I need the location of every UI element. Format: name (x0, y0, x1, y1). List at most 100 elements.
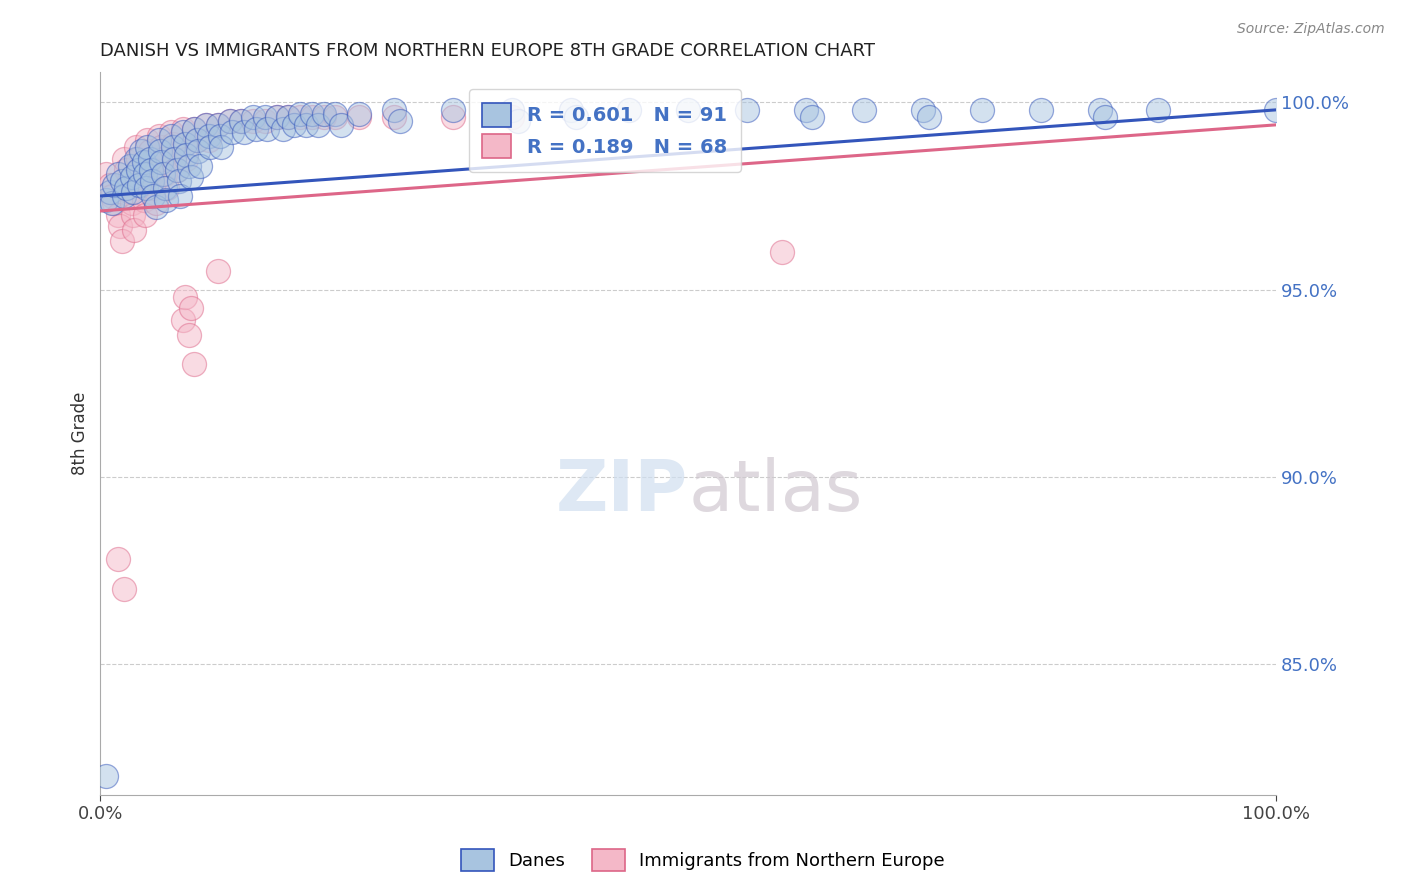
Point (96, 167, 118, 181)
Point (1029, 103, 1052, 117)
Point (141, 174, 163, 188)
Point (169, 189, 191, 203)
Point (187, 144, 209, 158)
Legend: R = 0.601   N = 91, R = 0.189   N = 68: R = 0.601 N = 91, R = 0.189 N = 68 (468, 89, 741, 172)
Point (382, 111, 405, 125)
Point (135, 181, 157, 195)
Point (118, 186, 141, 200)
Point (195, 118, 218, 132)
Point (853, 103, 876, 117)
Point (970, 103, 993, 117)
Point (98, 178, 121, 192)
Point (107, 208, 129, 222)
Point (177, 159, 200, 173)
Point (124, 222, 146, 236)
Point (153, 167, 176, 181)
Point (163, 152, 186, 166)
Point (770, 245, 793, 260)
Point (209, 129, 232, 144)
Point (218, 114, 240, 128)
Point (912, 103, 935, 117)
Point (290, 111, 312, 125)
Point (735, 103, 758, 117)
Point (256, 121, 278, 136)
Legend: Danes, Immigrants from Northern Europe: Danes, Immigrants from Northern Europe (454, 842, 952, 879)
Point (800, 111, 823, 125)
Point (347, 111, 370, 125)
Point (107, 552, 129, 566)
Point (131, 178, 153, 192)
Point (101, 189, 124, 203)
Point (112, 152, 135, 166)
Point (156, 181, 179, 195)
Point (112, 189, 135, 203)
Point (110, 174, 132, 188)
Point (96, 193, 118, 207)
Point (103, 178, 125, 192)
Point (145, 200, 167, 214)
Point (127, 162, 149, 177)
Point (1147, 103, 1170, 117)
Point (160, 129, 183, 144)
Point (180, 170, 202, 185)
Point (160, 125, 183, 139)
Point (177, 327, 200, 342)
Point (172, 121, 194, 136)
Point (277, 111, 299, 125)
Point (142, 181, 165, 195)
Y-axis label: 8th Grade: 8th Grade (72, 392, 89, 475)
Point (676, 103, 699, 117)
Point (271, 121, 294, 136)
Point (218, 114, 240, 128)
Point (183, 358, 205, 372)
Point (266, 111, 288, 125)
Text: Source: ZipAtlas.com: Source: ZipAtlas.com (1237, 22, 1385, 37)
Point (174, 136, 197, 151)
Point (145, 196, 167, 211)
Point (112, 582, 135, 596)
Point (198, 140, 221, 154)
Point (139, 162, 162, 177)
Point (174, 148, 197, 162)
Point (166, 162, 188, 177)
Point (441, 103, 464, 117)
Point (150, 155, 173, 169)
Point (117, 174, 139, 188)
Point (134, 208, 156, 222)
Point (266, 111, 288, 125)
Point (560, 103, 582, 117)
Point (121, 196, 143, 211)
Point (162, 140, 184, 154)
Point (197, 133, 219, 147)
Text: atlas: atlas (688, 457, 862, 526)
Point (167, 174, 190, 188)
Point (148, 129, 170, 144)
Point (127, 152, 149, 166)
Point (183, 121, 205, 136)
Point (148, 133, 170, 147)
Point (132, 155, 155, 169)
Point (1088, 103, 1111, 117)
Point (207, 264, 229, 278)
Point (501, 103, 523, 117)
Point (118, 159, 141, 173)
Point (253, 111, 276, 125)
Point (295, 118, 318, 132)
Point (242, 114, 264, 128)
Point (325, 111, 347, 125)
Text: ZIP: ZIP (555, 457, 688, 526)
Point (122, 186, 145, 200)
Point (98, 186, 121, 200)
Point (122, 208, 145, 222)
Point (163, 152, 186, 166)
Point (153, 181, 176, 195)
Point (180, 301, 202, 316)
Point (506, 114, 529, 128)
Point (307, 118, 329, 132)
Point (152, 167, 174, 181)
Point (107, 167, 129, 181)
Point (565, 111, 588, 125)
Text: DANISH VS IMMIGRANTS FROM NORTHERN EUROPE 8TH GRADE CORRELATION CHART: DANISH VS IMMIGRANTS FROM NORTHERN EUROP… (100, 42, 876, 60)
Point (110, 219, 132, 233)
Point (330, 118, 353, 132)
